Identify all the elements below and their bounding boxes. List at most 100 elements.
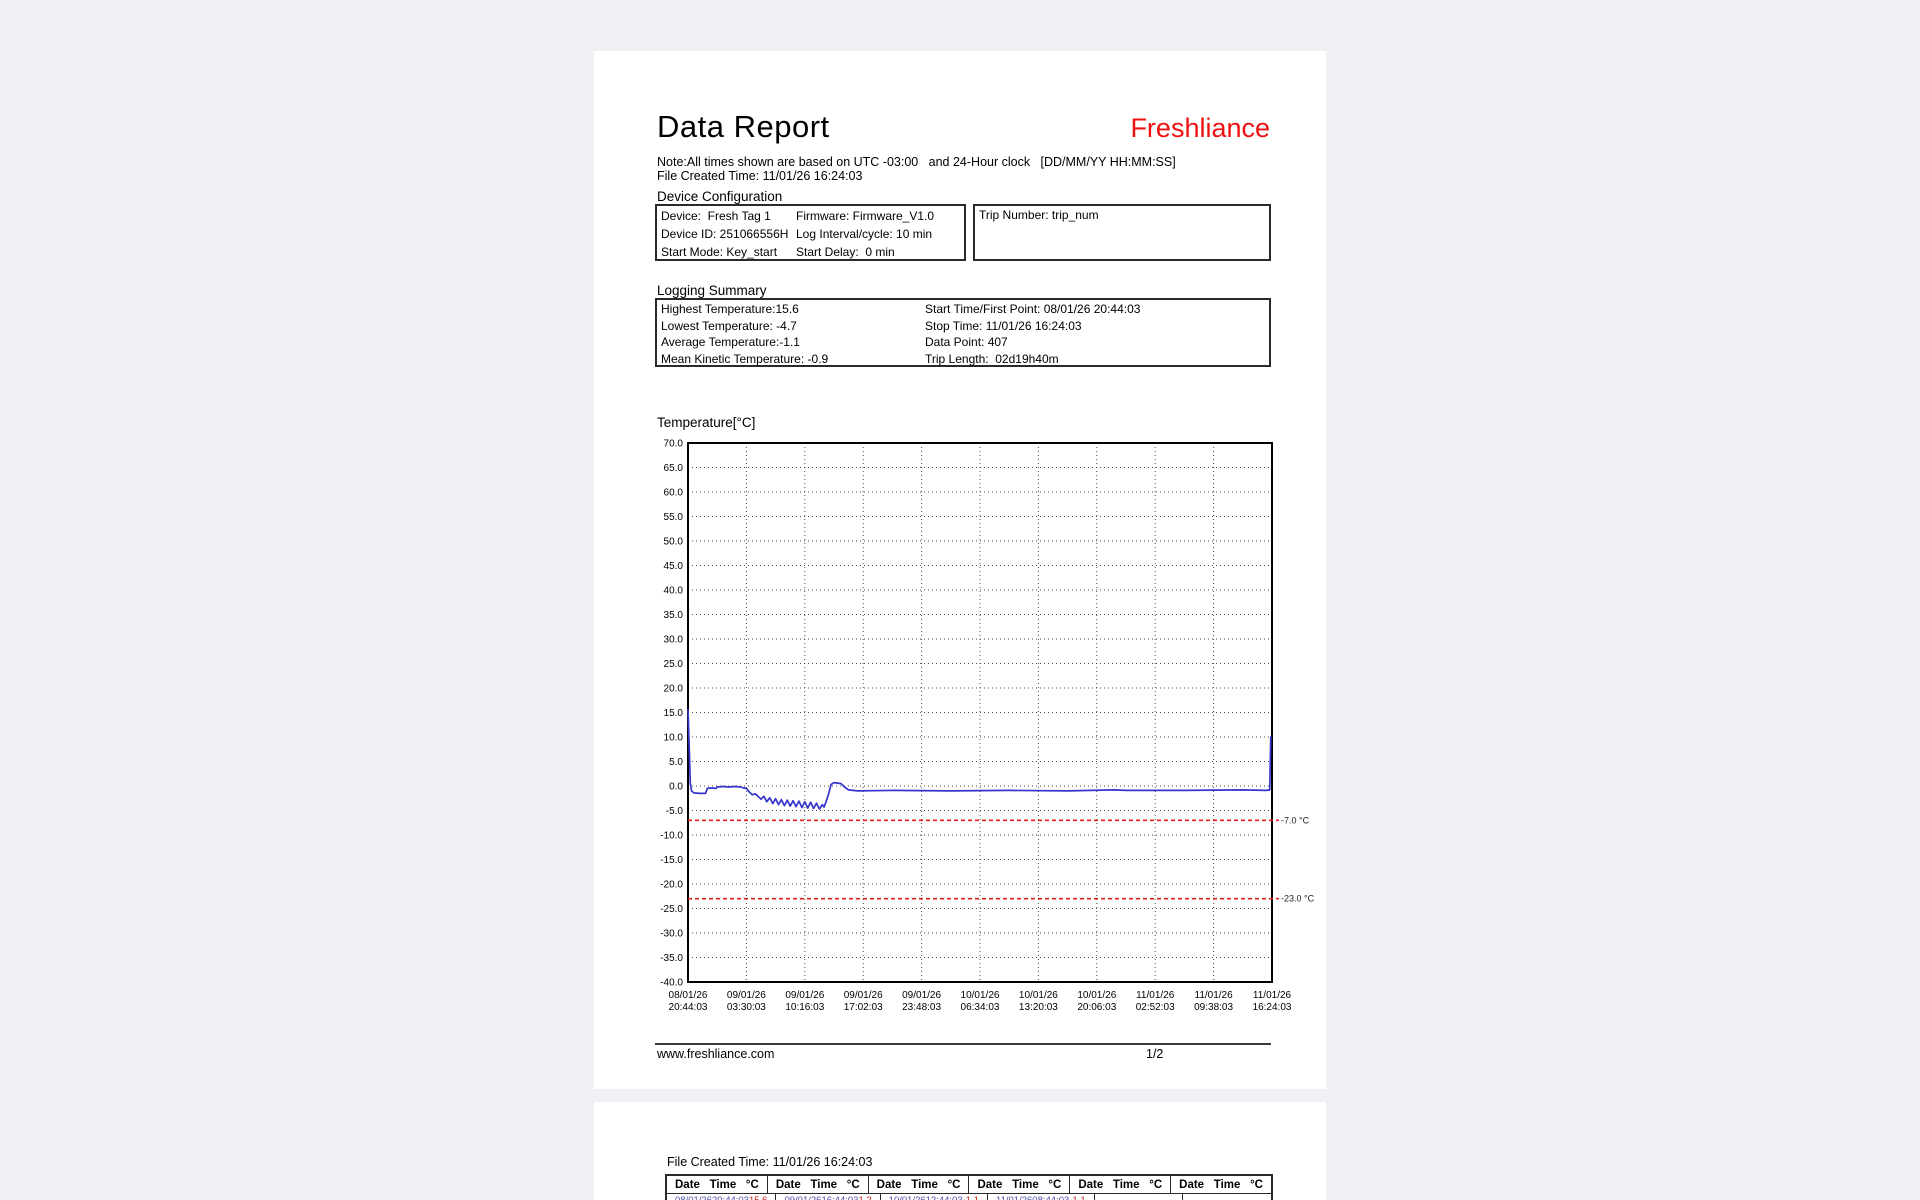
logging-summary-heading: Logging Summary	[657, 283, 767, 298]
svg-text:0.0: 0.0	[669, 782, 683, 793]
average-temperature: Average Temperature:-1.1	[661, 335, 800, 349]
report-page-1: Data Report Freshliance Note:All times s…	[594, 51, 1326, 1089]
brand-logo-text: Freshliance	[1130, 113, 1270, 143]
svg-text:09/01/26: 09/01/26	[727, 990, 766, 1001]
report-page-2: File Created Time: 11/01/26 16:24:03 Dat…	[594, 1102, 1326, 1200]
svg-text:40.0: 40.0	[664, 586, 684, 597]
footer-divider	[655, 1043, 1271, 1045]
table-header-cell: Date Time °C	[1070, 1176, 1172, 1193]
svg-text:25.0: 25.0	[664, 659, 684, 670]
svg-text:-25.0: -25.0	[660, 904, 683, 915]
svg-text:-10.0: -10.0	[660, 831, 683, 842]
device-id-row: Device ID: 251066556H Log Interval/cycle…	[657, 225, 964, 243]
table-data-cell	[1094, 1193, 1184, 1200]
summary-row: Average Temperature:-1.1 Data Point: 407	[657, 334, 1269, 351]
trip-number-label: Trip Number: trip_num	[979, 208, 1099, 222]
svg-text:06:34:03: 06:34:03	[961, 1002, 1000, 1013]
start-mode-row: Start Mode: Key_start Start Delay: 0 min	[657, 243, 964, 261]
svg-text:20:44:03: 20:44:03	[669, 1002, 708, 1013]
svg-text:11/01/26: 11/01/26	[1136, 990, 1175, 1001]
svg-text:03:30:03: 03:30:03	[727, 1002, 766, 1013]
firmware-label: Firmware: Firmware_V1.0	[796, 209, 935, 223]
summary-row: Mean Kinetic Temperature: -0.9 Trip Leng…	[657, 351, 1269, 368]
stop-time: Stop Time: 11/01/26 16:24:03	[925, 318, 1082, 333]
footer-website: www.freshliance.com	[657, 1047, 775, 1061]
svg-text:-20.0: -20.0	[660, 880, 683, 891]
svg-text:09:38:03: 09:38:03	[1194, 1002, 1233, 1013]
device-row: Device: Fresh Tag 1 Firmware: Firmware_V…	[657, 207, 964, 225]
svg-text:50.0: 50.0	[664, 537, 684, 548]
svg-text:-5.0: -5.0	[666, 806, 684, 817]
svg-text:09/01/26: 09/01/26	[785, 990, 824, 1001]
svg-text:23:48:03: 23:48:03	[902, 1002, 941, 1013]
device-label: Device: Fresh Tag 1	[661, 209, 771, 223]
footer-page-number: 1/2	[1146, 1047, 1164, 1061]
svg-text:10.0: 10.0	[664, 733, 684, 744]
mean-kinetic-temperature: Mean Kinetic Temperature: -0.9	[661, 351, 829, 366]
svg-text:30.0: 30.0	[664, 635, 684, 646]
svg-text:10/01/26: 10/01/26	[1019, 990, 1058, 1001]
svg-text:20:06:03: 20:06:03	[1077, 1002, 1116, 1013]
svg-text:02:52:03: 02:52:03	[1136, 1002, 1175, 1013]
start-time-first-point: Start Time/First Point: 08/01/26 20:44:0…	[925, 302, 1141, 316]
svg-text:-35.0: -35.0	[660, 953, 683, 964]
chart-title: Temperature[°C]	[657, 415, 756, 430]
svg-text:70.0: 70.0	[664, 439, 684, 450]
svg-text:-30.0: -30.0	[660, 929, 683, 940]
svg-text:10/01/26: 10/01/26	[961, 990, 1000, 1001]
highest-temperature: Highest Temperature:15.6	[661, 302, 799, 316]
svg-text:20.0: 20.0	[664, 684, 684, 695]
svg-text:45.0: 45.0	[664, 561, 684, 572]
table-header-cell: Date Time °C	[667, 1176, 768, 1193]
svg-text:-7.0 °C: -7.0 °C	[1281, 815, 1310, 825]
svg-text:09/01/26: 09/01/26	[902, 990, 941, 1001]
trip-number-box: Trip Number: trip_num	[973, 204, 1271, 261]
device-configuration-box: Device: Fresh Tag 1 Firmware: Firmware_V…	[655, 204, 966, 261]
lowest-temperature: Lowest Temperature: -4.7	[661, 318, 797, 333]
table-data-cell: 10/01/26 12:44:03 -1.1	[880, 1193, 988, 1200]
summary-row: Highest Temperature:15.6 Start Time/Firs…	[657, 301, 1269, 318]
table-data-cell: 08/01/26 20:44:03 15.6	[667, 1193, 777, 1200]
svg-text:16:24:03: 16:24:03	[1253, 1002, 1292, 1013]
svg-text:-40.0: -40.0	[660, 978, 683, 989]
svg-text:5.0: 5.0	[669, 757, 683, 768]
svg-text:17:02:03: 17:02:03	[844, 1002, 883, 1013]
svg-text:08/01/26: 08/01/26	[669, 990, 708, 1001]
start-mode-label: Start Mode: Key_start	[661, 245, 778, 259]
table-data-cell	[1183, 1193, 1272, 1200]
trip-length: Trip Length: 02d19h40m	[925, 351, 1059, 366]
svg-text:-15.0: -15.0	[660, 855, 683, 866]
file-created-time-page2: File Created Time: 11/01/26 16:24:03	[667, 1155, 873, 1169]
svg-text:10/01/26: 10/01/26	[1077, 990, 1116, 1001]
page-title: Data Report	[657, 109, 830, 144]
table-header-cell: Date Time °C	[969, 1176, 1071, 1193]
table-data-cell: 11/01/26 08:44:03 -1.1	[988, 1193, 1095, 1200]
data-table: Date Time °C Date Time °C Date Time °C Date Time °C…	[665, 1174, 1273, 1200]
svg-text:15.0: 15.0	[664, 708, 684, 719]
svg-text:09/01/26: 09/01/26	[844, 990, 883, 1001]
data-point-count: Data Point: 407	[925, 335, 1008, 349]
logging-summary-box: Highest Temperature:15.6 Start Time/Firs…	[655, 298, 1271, 367]
timezone-note: Note:All times shown are based on UTC -0…	[657, 155, 1176, 169]
data-table-row: 08/01/26 20:44:03 15.6 09/01/26 16:44:03 1.2 1…	[667, 1193, 1272, 1200]
table-header-cell: Date Time °C	[1179, 1178, 1263, 1191]
device-id-label: Device ID: 251066556H	[661, 227, 789, 241]
table-header-cell: Date Time °C	[869, 1176, 970, 1193]
svg-text:11/01/26: 11/01/26	[1253, 990, 1292, 1001]
svg-text:60.0: 60.0	[664, 488, 684, 499]
svg-text:65.0: 65.0	[664, 463, 684, 474]
svg-text:55.0: 55.0	[664, 512, 684, 523]
svg-text:13:20:03: 13:20:03	[1019, 1002, 1058, 1013]
temperature-line-chart: 70.0 65.0 60.0 55.0 50.0 45.0 40.0 35.0 30.0 25.0…	[660, 439, 1314, 1014]
file-created-time: File Created Time: 11/01/26 16:24:03	[657, 169, 863, 183]
device-configuration-heading: Device Configuration	[657, 189, 783, 204]
summary-row: Lowest Temperature: -4.7 Stop Time: 11/0…	[657, 318, 1269, 335]
log-interval-label: Log Interval/cycle: 10 min	[796, 227, 933, 241]
svg-text:10:16:03: 10:16:03	[785, 1002, 824, 1013]
start-delay-label: Start Delay: 0 min	[796, 245, 895, 259]
table-header-cell: Date Time °C	[768, 1176, 869, 1193]
svg-text:35.0: 35.0	[664, 610, 684, 621]
svg-text:11/01/26: 11/01/26	[1195, 990, 1234, 1001]
data-table-header-row: Date Time °C Date Time °C Date Time °C Date Time °C…	[667, 1176, 1271, 1193]
